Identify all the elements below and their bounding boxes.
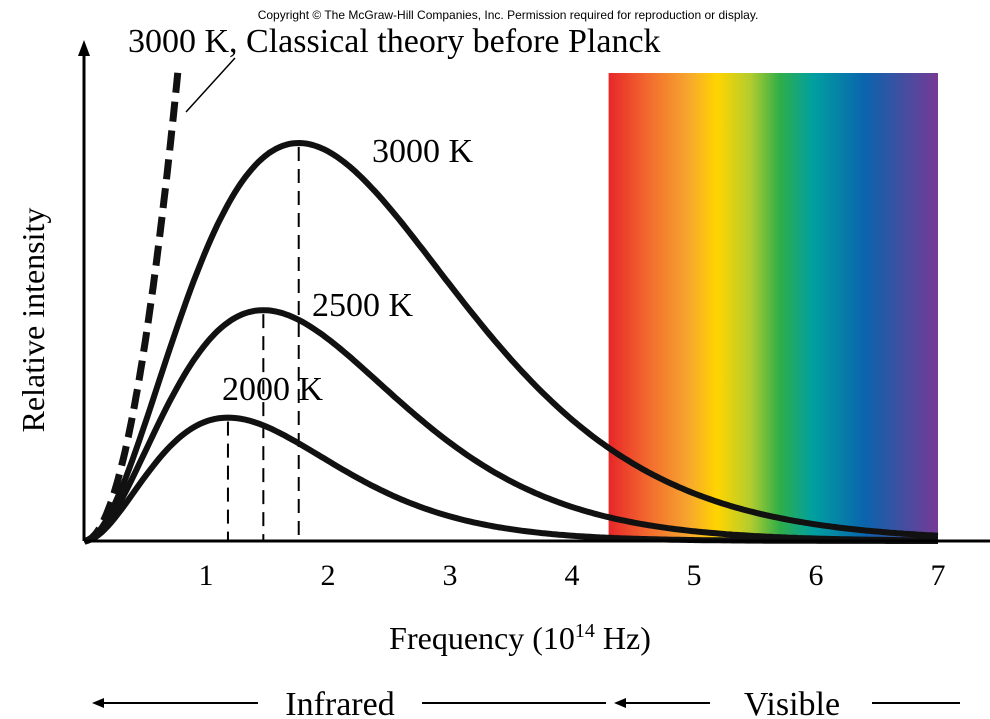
x-tick-label: 1	[199, 559, 214, 592]
x-tick-labels: 1 2 3 4 5 6 7	[199, 559, 946, 592]
infrared-label: Infrared	[285, 686, 394, 719]
visible-spectrum-band	[608, 73, 938, 541]
y-axis-label: Relative intensity	[15, 208, 51, 433]
classical-label-leader	[185, 57, 236, 113]
label-2500k: 2500 K	[312, 287, 414, 324]
copyright-notice: Copyright © The McGraw-Hill Companies, I…	[258, 8, 759, 22]
curve-3000k	[83, 140, 939, 544]
x-tick-label: 4	[565, 559, 580, 592]
classical-theory-label: 3000 K, Classical theory before Planck	[128, 23, 661, 60]
classical-curve	[84, 71, 182, 545]
x-tick-label: 3	[443, 559, 458, 592]
label-3000k: 3000 K	[372, 133, 474, 170]
visible-label: Visible	[744, 686, 840, 719]
infrared-arrowhead	[92, 698, 104, 708]
y-axis-arrow	[78, 40, 90, 56]
x-tick-label: 6	[809, 559, 824, 592]
x-tick-label: 2	[321, 559, 336, 592]
visible-arrowhead	[614, 698, 626, 708]
x-axis-label: Frequency (1014 Hz)	[389, 620, 651, 656]
label-2000k: 2000 K	[222, 371, 324, 408]
x-tick-label: 7	[931, 559, 946, 592]
peak-guide-lines	[226, 147, 300, 541]
x-tick-label: 5	[687, 559, 702, 592]
